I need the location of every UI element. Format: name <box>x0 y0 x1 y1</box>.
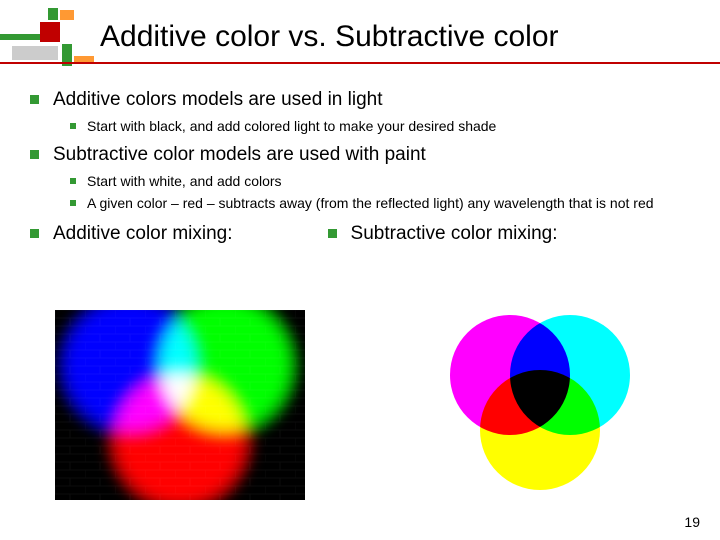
bullet-item-1: Additive colors models are used in light <box>30 88 700 113</box>
sub-bullet-item: A given color – red – subtracts away (fr… <box>70 194 700 212</box>
bullet-item-2: Subtractive color models are used with p… <box>30 143 700 168</box>
square-bullet-icon <box>30 229 39 238</box>
square-bullet-icon <box>70 200 76 206</box>
bullet-text: Additive color mixing: <box>53 222 233 247</box>
sub-bullet-item: Start with black, and add colored light … <box>70 117 700 135</box>
additive-color-diagram <box>55 310 305 500</box>
sub-bullet-item: Start with white, and add colors <box>70 172 700 190</box>
page-number: 19 <box>684 514 700 530</box>
header-ornament <box>0 0 100 70</box>
subtractive-color-diagram <box>415 310 665 500</box>
bullet-item-4: Subtractive color mixing: <box>328 222 558 247</box>
slide-title: Additive color vs. Subtractive color <box>100 20 559 54</box>
diagrams-row <box>0 310 720 500</box>
square-bullet-icon <box>30 95 39 104</box>
bullet-text: Additive colors models are used in light <box>53 88 383 113</box>
square-bullet-icon <box>328 229 337 238</box>
square-bullet-icon <box>70 178 76 184</box>
bullet-text: Subtractive color mixing: <box>351 222 558 247</box>
square-bullet-icon <box>70 123 76 129</box>
square-bullet-icon <box>30 150 39 159</box>
sub-bullet-text: Start with white, and add colors <box>87 172 282 190</box>
slide-body: Additive colors models are used in light… <box>30 80 700 247</box>
bullet-item-3: Additive color mixing: <box>30 222 233 247</box>
sub-bullet-text: A given color – red – subtracts away (fr… <box>87 194 654 212</box>
sub-bullet-text: Start with black, and add colored light … <box>87 117 496 135</box>
title-underline <box>0 62 720 64</box>
bullet-text: Subtractive color models are used with p… <box>53 143 426 168</box>
